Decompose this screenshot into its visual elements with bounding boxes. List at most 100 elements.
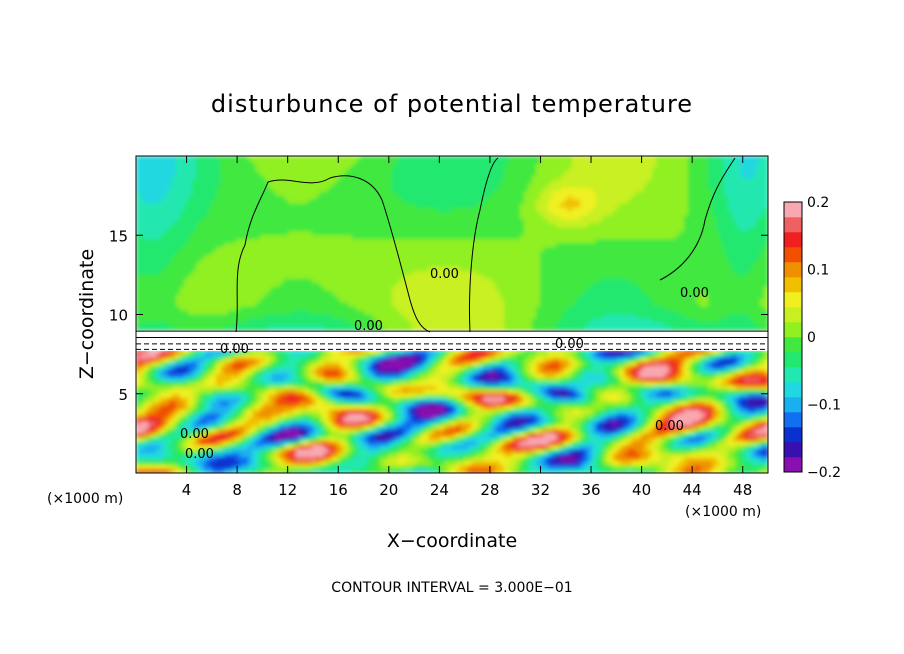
field-cell xyxy=(168,457,173,462)
field-cell xyxy=(244,453,249,458)
field-cell xyxy=(316,239,321,244)
field-cell xyxy=(320,425,325,431)
field-cell xyxy=(268,469,273,473)
field-cell xyxy=(164,409,169,415)
field-cell xyxy=(300,377,305,383)
field-cell xyxy=(160,274,165,280)
field-cell xyxy=(328,215,333,220)
field-cell xyxy=(152,389,157,395)
field-cell xyxy=(380,433,385,438)
field-cell xyxy=(144,255,149,260)
field-cell xyxy=(248,425,253,431)
field-cell xyxy=(336,409,341,415)
field-cell xyxy=(180,441,185,446)
field-cell xyxy=(252,187,257,193)
field-cell xyxy=(400,215,405,220)
field-cell xyxy=(300,211,305,217)
field-cell xyxy=(332,163,337,169)
field-cell xyxy=(360,306,365,312)
field-cell xyxy=(360,167,365,173)
field-cell xyxy=(168,243,173,248)
field-cell xyxy=(324,171,329,177)
field-cell xyxy=(360,175,365,181)
field-cell xyxy=(184,369,189,375)
field-cell xyxy=(372,195,377,201)
field-cell xyxy=(360,445,365,450)
field-cell xyxy=(232,175,237,181)
field-cell xyxy=(312,437,317,442)
field-cell xyxy=(312,199,317,205)
field-cell xyxy=(160,385,165,391)
field-cell xyxy=(384,417,389,423)
field-cell xyxy=(156,259,161,264)
field-cell xyxy=(296,247,301,252)
field-cell xyxy=(304,318,309,324)
field-cell xyxy=(368,461,373,466)
field-cell xyxy=(248,461,253,466)
field-cell xyxy=(284,266,289,272)
field-cell xyxy=(176,405,181,411)
field-cell xyxy=(176,247,181,252)
field-cell xyxy=(140,156,145,161)
field-cell xyxy=(388,445,393,450)
field-cell xyxy=(196,195,201,201)
field-cell xyxy=(264,369,269,375)
field-cell xyxy=(356,453,361,458)
field-cell xyxy=(336,322,341,327)
field-cell xyxy=(192,369,197,375)
field-cell xyxy=(204,266,209,272)
field-cell xyxy=(220,156,225,161)
field-cell xyxy=(288,219,293,224)
field-cell xyxy=(344,381,349,387)
field-cell xyxy=(348,433,353,438)
field-cell xyxy=(336,437,341,442)
field-cell xyxy=(368,247,373,252)
field-cell xyxy=(276,215,281,220)
field-cell xyxy=(228,441,233,446)
field-cell xyxy=(300,302,305,308)
field-cell xyxy=(304,207,309,213)
field-cell xyxy=(244,179,249,185)
field-cell xyxy=(216,385,221,391)
field-cell xyxy=(364,393,369,399)
field-cell xyxy=(392,350,397,355)
field-cell xyxy=(280,199,285,205)
field-cell xyxy=(220,409,225,415)
field-cell xyxy=(232,247,237,252)
field-cell xyxy=(364,302,369,308)
field-cell xyxy=(200,187,205,193)
field-cell xyxy=(288,369,293,375)
field-cell xyxy=(276,223,281,228)
field-cell xyxy=(372,393,377,399)
field-cell xyxy=(264,433,269,438)
field-cell xyxy=(148,278,153,284)
field-cell xyxy=(240,401,245,407)
field-cell xyxy=(284,156,289,161)
field-cell xyxy=(164,417,169,423)
field-cell xyxy=(340,298,345,304)
field-cell xyxy=(332,255,337,260)
field-cell xyxy=(356,251,361,256)
field-cell xyxy=(288,191,293,197)
field-cell xyxy=(164,211,169,217)
field-cell xyxy=(144,381,149,387)
field-cell xyxy=(248,441,253,446)
field-cell xyxy=(364,239,369,244)
field-cell xyxy=(284,302,289,308)
field-cell xyxy=(392,247,397,252)
field-cell xyxy=(228,350,233,355)
field-cell xyxy=(204,183,209,189)
field-cell xyxy=(376,401,381,407)
field-cell xyxy=(260,437,265,442)
field-cell xyxy=(232,465,237,470)
field-cell xyxy=(164,433,169,438)
field-cell xyxy=(212,369,217,375)
field-cell xyxy=(144,251,149,256)
field-cell xyxy=(332,175,337,181)
field-cell xyxy=(372,302,377,308)
field-cell xyxy=(312,235,317,240)
field-cell xyxy=(240,195,245,201)
field-cell xyxy=(276,286,281,292)
field-cell xyxy=(180,385,185,391)
field-cell xyxy=(304,262,309,268)
